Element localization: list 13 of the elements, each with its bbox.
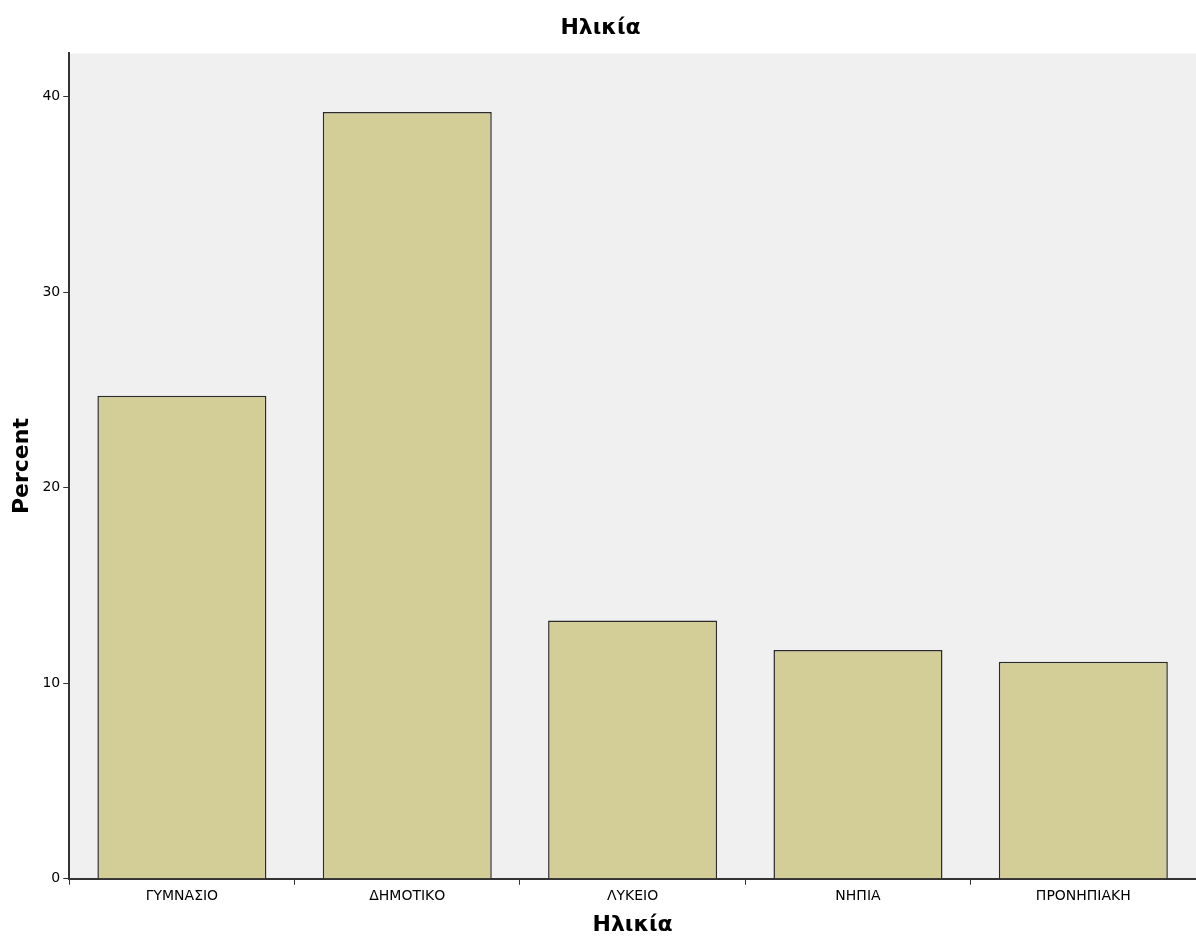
x-tick-label: ΝΗΠΙΑ (835, 886, 881, 903)
x-tick-label: ΓΥΜΝΑΣΙΟ (145, 886, 219, 903)
x-tick-label: ΔΗΜΟΤΙΚΟ (369, 886, 446, 903)
y-tick-label: 30 (42, 282, 61, 299)
y-tick-label: 0 (51, 869, 61, 886)
y-tick-label: 20 (42, 478, 61, 495)
x-axis-title: Ηλικία (592, 910, 673, 936)
x-tick-label: ΠΡΟΝΗΠΙΑΚΗ (1035, 886, 1131, 903)
chart-title: Ηλικία (560, 13, 641, 39)
y-tick-label: 40 (42, 87, 61, 104)
y-tick-label: 10 (42, 673, 61, 690)
x-tick-label: ΛΥΚΕΙΟ (606, 886, 659, 903)
y-axis-title: Percent (7, 417, 33, 515)
